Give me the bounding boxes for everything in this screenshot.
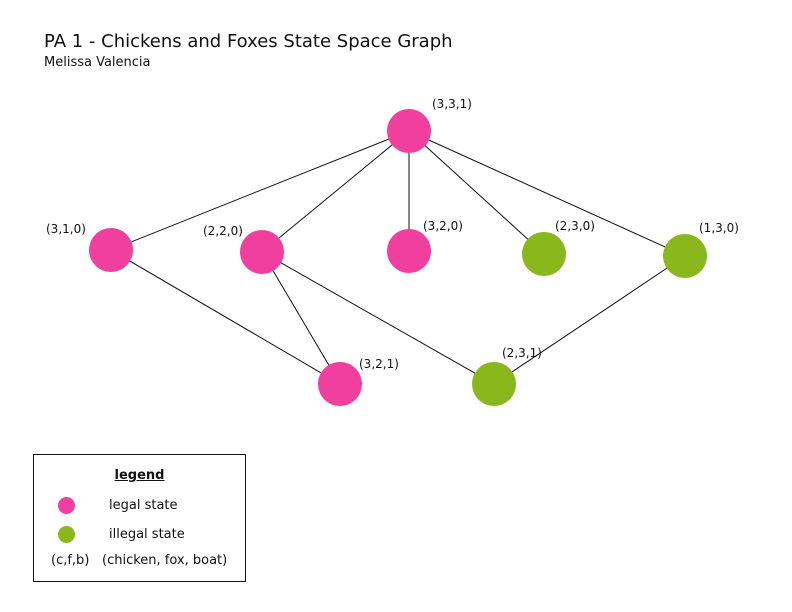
graph-edge [493,255,686,385]
state-node-legal [240,230,284,274]
graph-edge [261,251,495,385]
graph-edge [261,251,341,385]
state-node-label: (2,3,1) [502,346,542,360]
legend-key-symbol: (c,f,b) [51,553,90,568]
state-node-label: (3,1,0) [46,222,86,236]
illegal-state-swatch [58,526,75,543]
nodes-layer: (3,3,1) (3,1,0) (2,2,0) (3,2,0) (2,3,0) (1,3,… [46,97,739,406]
state-node-label: (1,3,0) [699,221,739,235]
illegal-state-label: illegal state [109,527,185,542]
legal-state-swatch [58,497,75,514]
graph-edge [110,130,410,251]
state-node-label: (2,2,0) [203,224,243,238]
state-node-illegal [472,362,516,406]
diagram-title: PA 1 - Chickens and Foxes State Space Gr… [44,31,453,52]
state-node-illegal [522,232,566,276]
state-node-label: (3,3,1) [432,97,472,111]
legend-box: legend legal state illegal state (c,f,b)… [33,454,246,582]
graph-edge [408,130,545,255]
legend-key-meaning: (chicken, fox, boat) [102,553,228,568]
legal-state-label: legal state [109,498,178,513]
state-node-legal [387,229,431,273]
state-node-label: (2,3,0) [555,219,595,233]
author-name: Melissa Valencia [44,55,151,70]
graph-edge [261,130,410,253]
state-node-legal [387,109,431,153]
state-node-label: (3,2,1) [359,357,399,371]
graph-edge [110,249,341,385]
state-node-legal [89,228,133,272]
state-node-illegal [663,234,707,278]
state-node-legal [318,362,362,406]
legend-title: legend [114,468,165,483]
state-node-label: (3,2,0) [423,219,463,233]
graph-edge [408,130,686,257]
